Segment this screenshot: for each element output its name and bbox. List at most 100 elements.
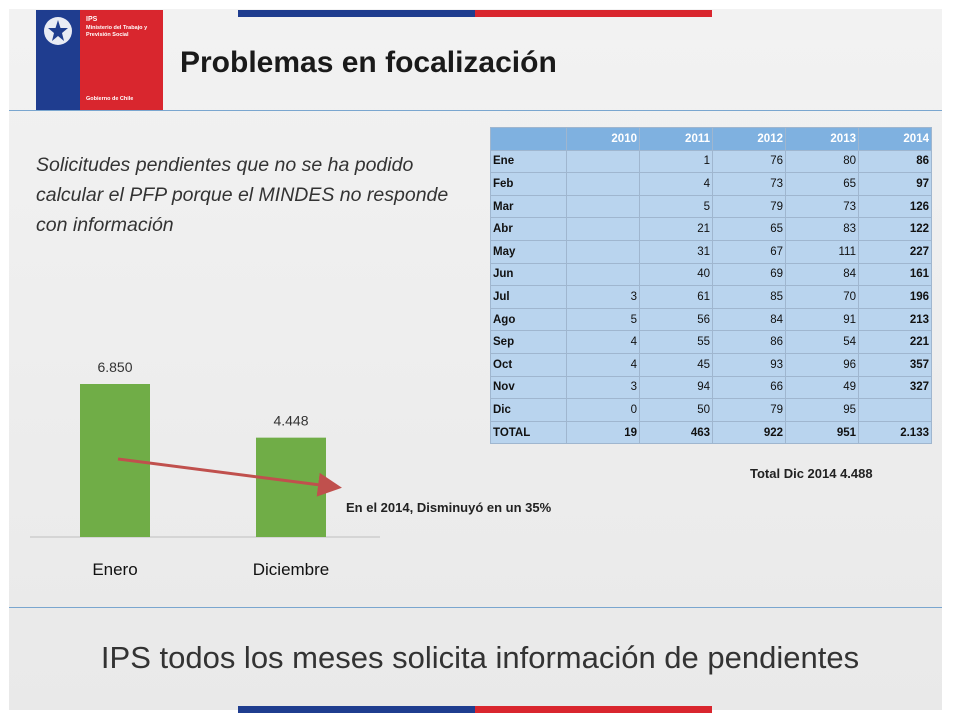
top-flag-bar	[238, 10, 712, 17]
table-row: Sep 4 55 86 54 221	[490, 330, 932, 354]
page-title: Problemas en focalización	[180, 46, 557, 79]
value-cell	[566, 217, 640, 241]
table-corner-cell	[490, 127, 567, 151]
value-cell: 213	[858, 307, 932, 332]
value-cell	[566, 239, 640, 264]
month-cell: Feb	[490, 172, 567, 196]
value-cell: 4	[639, 172, 713, 196]
bottom-flag-bar	[238, 706, 712, 713]
value-cell: 50	[639, 398, 713, 422]
value-cell: 79	[712, 194, 786, 219]
table-row: Mar 5 79 73 126	[490, 194, 932, 219]
month-cell: Mar	[490, 194, 567, 219]
category-label: Enero	[92, 560, 137, 579]
value-cell: 2.133	[858, 420, 932, 445]
bar-value-label: 6.850	[97, 359, 132, 375]
table-row: Nov 3 94 66 49 327	[490, 375, 932, 400]
bar-diciembre	[256, 437, 326, 537]
value-cell: 951	[785, 420, 859, 445]
value-cell: 922	[712, 420, 786, 445]
value-cell: 91	[785, 307, 859, 332]
value-cell: 67	[712, 239, 786, 264]
value-cell: 3	[566, 285, 640, 309]
footer-message: IPS todos los meses solicita información…	[100, 640, 860, 675]
table-row: Abr 21 65 83 122	[490, 217, 932, 241]
value-cell: 73	[712, 172, 786, 196]
value-cell	[566, 262, 640, 287]
value-cell: 65	[712, 217, 786, 241]
chile-crest-icon	[44, 17, 72, 45]
value-cell: 111	[785, 239, 859, 264]
table-row: Dic 0 50 79 95	[490, 398, 932, 422]
trend-arrow	[117, 457, 342, 497]
value-cell: 56	[639, 307, 713, 332]
logo-name: IPS	[86, 16, 98, 23]
ips-logo: IPS Ministerio del Trabajo y Previsión S…	[36, 10, 163, 110]
month-cell: Dic	[490, 398, 567, 422]
value-cell: 76	[712, 149, 786, 174]
year-header: 2011	[639, 127, 713, 151]
value-cell	[566, 194, 640, 219]
value-cell: 21	[639, 217, 713, 241]
month-cell: Jul	[490, 285, 567, 309]
footer-divider	[9, 607, 942, 608]
value-cell: 4	[566, 330, 640, 354]
value-cell: 65	[785, 172, 859, 196]
value-cell: 3	[566, 375, 640, 400]
value-cell: 54	[785, 330, 859, 354]
table-row: Oct 4 45 93 96 357	[490, 352, 932, 377]
table-row: Jun 40 69 84 161	[490, 262, 932, 287]
value-cell: 70	[785, 285, 859, 309]
value-cell: 227	[858, 239, 932, 264]
table-row: Ago 5 56 84 91 213	[490, 307, 932, 332]
table-row: May 31 67 111 227	[490, 239, 932, 264]
value-cell: 40	[639, 262, 713, 287]
table-row: Ene 1 76 80 86	[490, 149, 932, 174]
value-cell: 31	[639, 239, 713, 264]
value-cell: 79	[712, 398, 786, 422]
header-divider	[9, 110, 942, 111]
value-cell: 73	[785, 194, 859, 219]
value-cell: 122	[858, 217, 932, 241]
value-cell: 96	[785, 352, 859, 377]
subtitle: Solicitudes pendientes que no se ha podi…	[36, 154, 449, 236]
month-cell: Ago	[490, 307, 567, 332]
year-header: 2010	[566, 127, 640, 151]
value-cell: 55	[639, 330, 713, 354]
month-cell: May	[490, 239, 567, 264]
value-cell: 45	[639, 352, 713, 377]
logo-government: Gobierno de Chile	[86, 96, 134, 102]
year-header: 2012	[712, 127, 786, 151]
value-cell: 161	[858, 262, 932, 287]
value-cell: 69	[712, 262, 786, 287]
value-cell	[566, 172, 640, 196]
value-cell: 4	[566, 352, 640, 377]
value-cell	[566, 149, 640, 174]
month-cell: Jun	[490, 262, 567, 287]
category-label: Diciembre	[253, 560, 330, 579]
value-cell: 1	[639, 149, 713, 174]
value-cell: 97	[858, 172, 932, 196]
month-cell: Nov	[490, 375, 567, 400]
value-cell: 196	[858, 285, 932, 309]
month-cell: TOTAL	[490, 420, 567, 445]
table-total-row: TOTAL 19 463 922 951 2.133	[490, 420, 932, 445]
month-cell: Abr	[490, 217, 567, 241]
value-cell: 357	[858, 352, 932, 377]
value-cell: 93	[712, 352, 786, 377]
value-cell: 84	[712, 307, 786, 332]
decrease-annotation: En el 2014, Disminuyó en un 35%	[346, 500, 552, 515]
value-cell: 49	[785, 375, 859, 400]
value-cell: 80	[785, 149, 859, 174]
value-cell	[858, 398, 932, 422]
value-cell: 463	[639, 420, 713, 445]
month-cell: Sep	[490, 330, 567, 354]
total-dic-2014-note: Total Dic 2014 4.488	[750, 466, 873, 481]
monthly-pending-table: 2010 2011 2012 2013 2014 Ene 1 76 80 86 Feb 4 73 65 9…	[490, 127, 932, 445]
value-cell: 84	[785, 262, 859, 287]
logo-ministry: Ministerio del Trabajo y Previsión Socia…	[86, 25, 148, 38]
table-header-row: 2010 2011 2012 2013 2014	[490, 127, 932, 151]
value-cell: 5	[639, 194, 713, 219]
table-row: Jul 3 61 85 70 196	[490, 285, 932, 309]
